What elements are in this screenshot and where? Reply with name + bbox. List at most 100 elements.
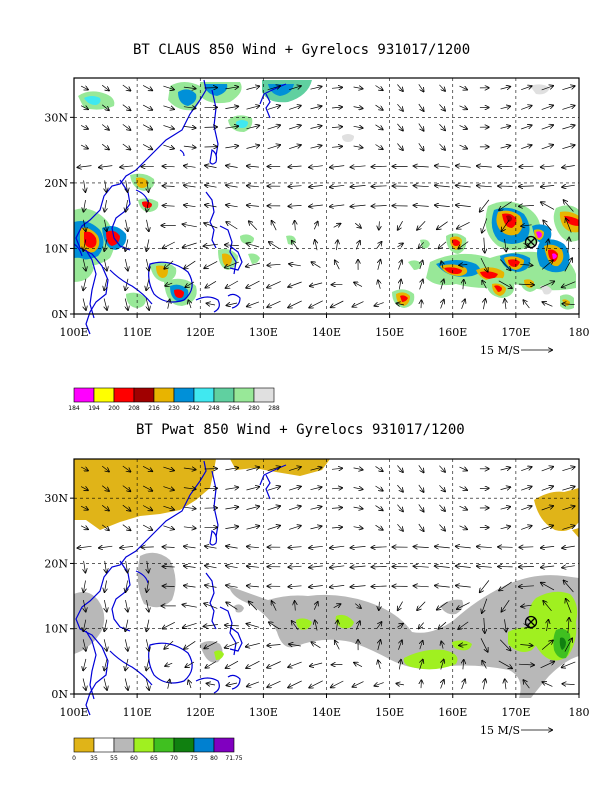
wind-arrow: [568, 618, 569, 633]
wind-arrow: [375, 505, 383, 511]
wind-arrow: [519, 547, 534, 548]
wind-arrow: [246, 467, 260, 471]
wind-arrow: [441, 261, 443, 269]
wind-arrow: [163, 166, 175, 167]
wind-arrow: [418, 504, 424, 511]
wind-arrow: [483, 299, 485, 310]
wind-arrow: [80, 125, 88, 128]
wind-arrow: [521, 145, 531, 150]
wind-arrow: [105, 180, 107, 192]
wind-arrow: [562, 106, 574, 110]
wind-arrow: [80, 467, 88, 471]
wind-arrow: [310, 106, 322, 109]
wind-arrow: [184, 166, 196, 168]
lon-tick-label: 170E: [501, 326, 530, 339]
wind-arrow: [163, 547, 175, 548]
wind-arrow: [101, 104, 109, 110]
wind-arrow: [541, 202, 555, 210]
wind-arrow: [309, 166, 323, 168]
wind-arrow: [164, 640, 174, 649]
wind-arrow: [226, 205, 238, 207]
wind-arrow: [498, 660, 512, 668]
wind-arrow: [439, 465, 445, 472]
wind-arrow: [146, 678, 149, 690]
lat-tick-label: 30N: [44, 492, 68, 505]
wind-arrow: [439, 241, 447, 249]
wind-arrow: [372, 166, 387, 167]
wind-arrow: [246, 280, 260, 288]
lon-tick-label: 120E: [186, 706, 215, 719]
wind-arrow: [288, 487, 301, 491]
wind-arrow: [459, 526, 468, 530]
wind-arrow: [247, 547, 259, 548]
wind-arrow: [562, 166, 575, 168]
wind-arrow: [309, 586, 323, 588]
wind-arrow: [267, 281, 281, 287]
wind-arrow: [331, 527, 342, 528]
wind-arrow: [142, 144, 152, 149]
wind-arrow: [379, 601, 380, 610]
wind-arrow: [288, 281, 302, 287]
lat-tick-label: 20N: [44, 557, 68, 570]
wind-arrow: [184, 205, 196, 207]
wind-arrow: [227, 303, 238, 305]
wind-arrow: [163, 105, 174, 109]
wind-arrow: [310, 87, 322, 90]
colorbar-swatch: [73, 387, 95, 403]
wind-arrow: [483, 679, 485, 690]
wind-arrow: [458, 621, 469, 629]
wind-arrow: [163, 85, 174, 90]
wind-arrow: [312, 262, 321, 268]
wind-arrow: [499, 201, 512, 210]
colorbar-swatch: [173, 737, 195, 753]
wind-arrow: [568, 238, 569, 253]
wind-arrow: [246, 262, 260, 267]
colorbar-swatch: [93, 387, 115, 403]
wind-arrow: [505, 238, 507, 251]
wind-arrow: [456, 586, 471, 588]
wind-arrow: [330, 205, 345, 207]
wind-arrow: [183, 146, 196, 148]
wind-arrow: [249, 221, 258, 231]
wind-arrow: [205, 205, 217, 207]
wind-arrow: [204, 625, 218, 627]
lat-tick-label: 10N: [44, 623, 68, 636]
wind-arrow: [246, 506, 260, 510]
wind-arrow: [419, 242, 424, 248]
wind-arrow: [165, 283, 173, 286]
wind-arrow: [505, 619, 507, 631]
wind-arrow: [246, 126, 260, 130]
wind-arrow: [247, 566, 259, 567]
wind-arrow: [541, 526, 553, 530]
wind-arrow: [331, 87, 342, 88]
wind-arrow: [372, 586, 387, 587]
wind-arrow: [267, 125, 280, 130]
wind-arrow: [78, 166, 92, 168]
wind-arrow: [163, 241, 175, 248]
wind-arrow: [500, 106, 511, 108]
wind-arrow: [120, 546, 134, 547]
wind-arrow: [104, 678, 107, 690]
colorbar-swatch: [133, 737, 155, 753]
lat-tick-label: 20N: [44, 177, 68, 190]
wind-arrow: [205, 566, 217, 568]
wind-arrow: [419, 622, 424, 629]
wind-arrow: [330, 185, 345, 187]
wind-arrow: [543, 221, 552, 231]
wind-arrow: [83, 639, 86, 651]
wind-arrow: [206, 661, 217, 668]
wind-arrow: [183, 527, 196, 529]
wind-arrow: [185, 661, 195, 667]
wind-arrow: [477, 166, 492, 167]
colorbar-label: 280: [248, 405, 260, 412]
wind-arrow: [414, 166, 429, 167]
wind-arrow: [441, 280, 444, 290]
wind-arrow: [163, 125, 174, 128]
colorbar-swatch: [93, 737, 115, 753]
wind-arrow: [523, 680, 530, 689]
wind-arrow: [562, 661, 576, 668]
wind-arrow: [459, 265, 468, 266]
wind-arrow: [99, 546, 113, 548]
bottom-latitude-labels: 0N 10N 20N 30N: [44, 492, 74, 701]
wind-arrow: [418, 123, 424, 131]
